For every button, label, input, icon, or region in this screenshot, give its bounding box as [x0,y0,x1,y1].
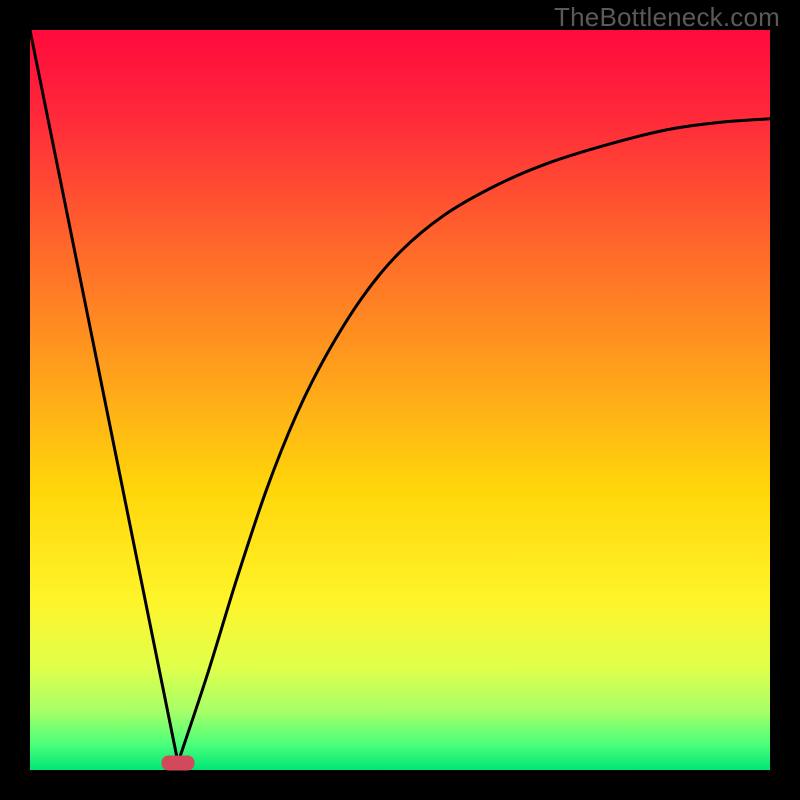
frame-border-left [0,0,30,800]
frame-border-right [770,0,800,800]
chart-container: TheBottleneck.com [0,0,800,800]
frame-border-bottom [0,770,800,800]
gradient-background [30,30,770,770]
bottleneck-chart [30,30,770,770]
watermark-text: TheBottleneck.com [554,2,780,33]
optimal-point-marker [162,755,195,770]
